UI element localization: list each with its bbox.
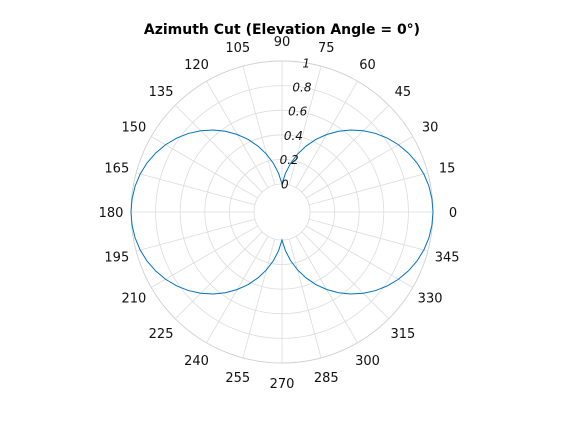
angle-grid-line	[308, 172, 428, 206]
angle-grid-line	[136, 172, 256, 206]
angle-tick-label: 105	[225, 41, 250, 56]
angle-tick-label: 90	[274, 35, 291, 50]
angle-tick-label: 195	[104, 250, 129, 265]
angle-grid-line	[288, 238, 322, 358]
angle-tick-label: 210	[121, 292, 146, 307]
radial-tick-label: 0.4	[284, 129, 303, 143]
angle-grid-line	[242, 66, 276, 186]
angle-tick-label: 240	[184, 354, 209, 369]
angle-tick-label: 75	[318, 41, 335, 56]
angle-grid-line	[136, 218, 256, 252]
angle-grid-line	[301, 231, 390, 320]
radial-tick-label: 0.8	[292, 81, 311, 95]
angle-tick-label: 0	[449, 206, 457, 221]
radial-tick-label: 1	[302, 56, 310, 70]
angle-tick-label: 15	[439, 162, 456, 177]
angle-tick-label: 165	[104, 162, 129, 177]
angle-tick-label: 135	[149, 85, 174, 100]
angle-tick-label: 225	[149, 327, 174, 342]
radial-tick-label: 0.6	[288, 105, 307, 119]
angle-grid-line	[151, 225, 258, 288]
angle-grid-line	[306, 225, 413, 288]
angle-tick-label: 270	[270, 377, 295, 392]
angle-tick-label: 255	[225, 371, 250, 386]
angle-tick-label: 180	[99, 206, 124, 221]
angle-grid-line	[306, 136, 413, 199]
angle-tick-label: 45	[395, 85, 412, 100]
angle-grid-line	[174, 231, 263, 320]
radial-tick-label: 0.2	[280, 153, 299, 167]
angle-grid-line	[308, 218, 428, 252]
polar-grid	[130, 60, 434, 364]
radial-tick-labels: 0 0.2 0.4 0.6 0.8 1	[280, 56, 312, 191]
chart-title: Azimuth Cut (Elevation Angle = 0°)	[144, 22, 420, 38]
angle-tick-label: 285	[314, 371, 339, 386]
angle-tick-labels: 0 15 30 45 60 75 90 105 120 135 150 165 180 195 210 225…	[99, 35, 460, 392]
radial-tick-label: 0	[281, 177, 289, 191]
angle-grid-line	[151, 136, 258, 199]
angle-tick-label: 345	[435, 250, 460, 265]
angle-grid-line	[288, 66, 322, 186]
angle-grid-line	[301, 104, 390, 193]
angle-grid-line	[174, 104, 263, 193]
angle-tick-label: 30	[422, 121, 439, 136]
angle-tick-label: 60	[359, 58, 376, 73]
angle-tick-label: 300	[355, 354, 380, 369]
series-layer	[130, 129, 434, 295]
angle-tick-label: 150	[121, 121, 146, 136]
angle-tick-label: 330	[418, 292, 443, 307]
angle-grid-line	[242, 238, 276, 358]
series-line	[130, 129, 434, 295]
angle-tick-label: 120	[184, 58, 209, 73]
radial-grid-circle	[253, 183, 311, 241]
angle-tick-label: 315	[391, 327, 416, 342]
